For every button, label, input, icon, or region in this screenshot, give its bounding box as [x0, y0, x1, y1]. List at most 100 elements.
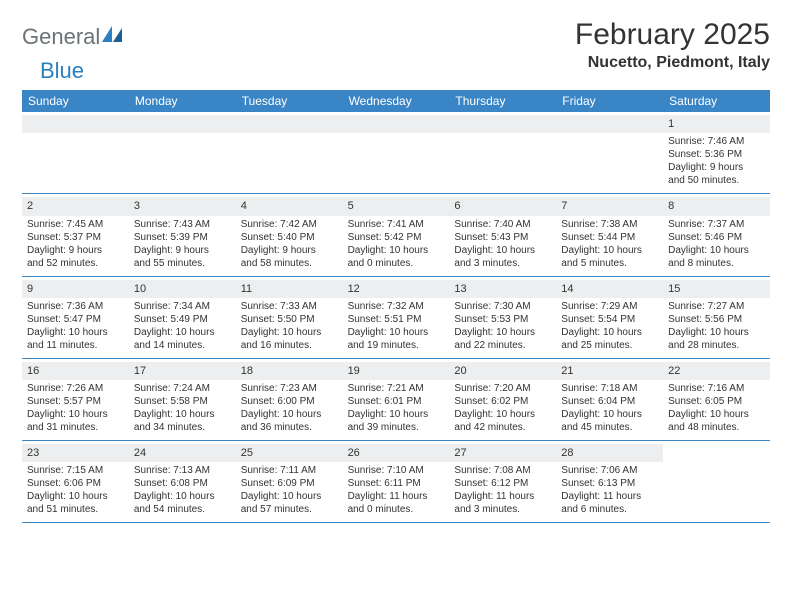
day-cell: 20Sunrise: 7:20 AMSunset: 6:02 PMDayligh… — [449, 359, 556, 440]
day-cell: 10Sunrise: 7:34 AMSunset: 5:49 PMDayligh… — [129, 277, 236, 358]
day-number: 11 — [236, 280, 343, 298]
sunset-text: Sunset: 5:40 PM — [241, 231, 338, 244]
sunset-text: Sunset: 5:36 PM — [668, 148, 765, 161]
sunset-text: Sunset: 5:39 PM — [134, 231, 231, 244]
day-cell: 23Sunrise: 7:15 AMSunset: 6:06 PMDayligh… — [22, 441, 129, 522]
sunrise-text: Sunrise: 7:11 AM — [241, 464, 338, 477]
day-number: 16 — [22, 362, 129, 380]
day-number: 15 — [663, 280, 770, 298]
day-number: 3 — [129, 197, 236, 215]
empty-cell — [556, 112, 663, 193]
sunrise-text: Sunrise: 7:42 AM — [241, 218, 338, 231]
sunrise-text: Sunrise: 7:16 AM — [668, 382, 765, 395]
sunset-text: Sunset: 6:00 PM — [241, 395, 338, 408]
weeks-container: 1Sunrise: 7:46 AMSunset: 5:36 PMDaylight… — [22, 112, 770, 523]
day-number — [236, 115, 343, 133]
sunrise-text: Sunrise: 7:32 AM — [348, 300, 445, 313]
daylight1-text: Daylight: 10 hours — [668, 408, 765, 421]
daylight2-text: and 19 minutes. — [348, 339, 445, 352]
day-cell: 11Sunrise: 7:33 AMSunset: 5:50 PMDayligh… — [236, 277, 343, 358]
day-number: 1 — [663, 115, 770, 133]
sunset-text: Sunset: 5:53 PM — [454, 313, 551, 326]
daylight2-text: and 6 minutes. — [561, 503, 658, 516]
daylight1-text: Daylight: 10 hours — [27, 490, 124, 503]
daylight1-text: Daylight: 10 hours — [348, 326, 445, 339]
sunset-text: Sunset: 5:46 PM — [668, 231, 765, 244]
day-cell: 15Sunrise: 7:27 AMSunset: 5:56 PMDayligh… — [663, 277, 770, 358]
daylight1-text: Daylight: 10 hours — [134, 408, 231, 421]
day-cell: 25Sunrise: 7:11 AMSunset: 6:09 PMDayligh… — [236, 441, 343, 522]
weekday-label: Monday — [129, 90, 236, 112]
day-cell: 24Sunrise: 7:13 AMSunset: 6:08 PMDayligh… — [129, 441, 236, 522]
daylight2-text: and 34 minutes. — [134, 421, 231, 434]
logo-text-general: General — [22, 24, 100, 50]
day-cell: 17Sunrise: 7:24 AMSunset: 5:58 PMDayligh… — [129, 359, 236, 440]
daylight2-text: and 25 minutes. — [561, 339, 658, 352]
day-number — [449, 115, 556, 133]
daylight2-text: and 28 minutes. — [668, 339, 765, 352]
sunset-text: Sunset: 5:44 PM — [561, 231, 658, 244]
day-number: 21 — [556, 362, 663, 380]
daylight1-text: Daylight: 10 hours — [561, 326, 658, 339]
sunrise-text: Sunrise: 7:29 AM — [561, 300, 658, 313]
daylight1-text: Daylight: 10 hours — [348, 408, 445, 421]
daylight2-text: and 31 minutes. — [27, 421, 124, 434]
daylight2-text: and 48 minutes. — [668, 421, 765, 434]
daylight1-text: Daylight: 10 hours — [668, 244, 765, 257]
sunrise-text: Sunrise: 7:06 AM — [561, 464, 658, 477]
sunrise-text: Sunrise: 7:20 AM — [454, 382, 551, 395]
week-row: 23Sunrise: 7:15 AMSunset: 6:06 PMDayligh… — [22, 441, 770, 523]
daylight1-text: Daylight: 10 hours — [454, 408, 551, 421]
sunrise-text: Sunrise: 7:38 AM — [561, 218, 658, 231]
day-number: 8 — [663, 197, 770, 215]
day-cell: 9Sunrise: 7:36 AMSunset: 5:47 PMDaylight… — [22, 277, 129, 358]
day-number: 18 — [236, 362, 343, 380]
day-cell: 13Sunrise: 7:30 AMSunset: 5:53 PMDayligh… — [449, 277, 556, 358]
daylight1-text: Daylight: 9 hours — [241, 244, 338, 257]
day-number: 9 — [22, 280, 129, 298]
sunrise-text: Sunrise: 7:41 AM — [348, 218, 445, 231]
day-number — [343, 115, 450, 133]
sunset-text: Sunset: 6:04 PM — [561, 395, 658, 408]
daylight2-text: and 55 minutes. — [134, 257, 231, 270]
sunrise-text: Sunrise: 7:43 AM — [134, 218, 231, 231]
daylight1-text: Daylight: 10 hours — [241, 326, 338, 339]
daylight2-text: and 0 minutes. — [348, 257, 445, 270]
daylight2-text: and 50 minutes. — [668, 174, 765, 187]
day-cell: 14 Sunrise: 7:29 AMSunset: 5:54 PMDayligh… — [556, 277, 663, 358]
weekday-label: Wednesday — [343, 90, 450, 112]
day-number: 19 — [343, 362, 450, 380]
sunset-text: Sunset: 6:06 PM — [27, 477, 124, 490]
sunrise-text: Sunrise: 7:45 AM — [27, 218, 124, 231]
title-block: February 2025 Nucetto, Piedmont, Italy — [575, 18, 770, 72]
week-row: 2Sunrise: 7:45 AMSunset: 5:37 PMDaylight… — [22, 194, 770, 276]
day-cell: 27Sunrise: 7:08 AMSunset: 6:12 PMDayligh… — [449, 441, 556, 522]
daylight2-text: and 42 minutes. — [454, 421, 551, 434]
sunrise-text: Sunrise: 7:36 AM — [27, 300, 124, 313]
day-cell: 2Sunrise: 7:45 AMSunset: 5:37 PMDaylight… — [22, 194, 129, 275]
sunrise-text: Sunrise: 7:08 AM — [454, 464, 551, 477]
sunset-text: Sunset: 6:09 PM — [241, 477, 338, 490]
day-number: 25 — [236, 444, 343, 462]
weekday-label: Sunday — [22, 90, 129, 112]
day-number — [22, 115, 129, 133]
daylight2-text: and 51 minutes. — [27, 503, 124, 516]
day-cell: 19Sunrise: 7:21 AMSunset: 6:01 PMDayligh… — [343, 359, 450, 440]
daylight1-text: Daylight: 10 hours — [134, 490, 231, 503]
sunset-text: Sunset: 6:02 PM — [454, 395, 551, 408]
daylight1-text: Daylight: 11 hours — [561, 490, 658, 503]
week-row: 16Sunrise: 7:26 AMSunset: 5:57 PMDayligh… — [22, 359, 770, 441]
week-row: 9Sunrise: 7:36 AMSunset: 5:47 PMDaylight… — [22, 277, 770, 359]
day-number: 10 — [129, 280, 236, 298]
sunrise-text: Sunrise: 7:37 AM — [668, 218, 765, 231]
day-number: 14 — [556, 280, 663, 298]
sunset-text: Sunset: 5:49 PM — [134, 313, 231, 326]
daylight1-text: Daylight: 10 hours — [454, 244, 551, 257]
daylight1-text: Daylight: 9 hours — [27, 244, 124, 257]
logo: General — [22, 24, 124, 50]
sunrise-text: Sunrise: 7:24 AM — [134, 382, 231, 395]
daylight1-text: Daylight: 11 hours — [348, 490, 445, 503]
sunset-text: Sunset: 5:54 PM — [561, 313, 658, 326]
sunrise-text: Sunrise: 7:10 AM — [348, 464, 445, 477]
daylight2-text: and 57 minutes. — [241, 503, 338, 516]
